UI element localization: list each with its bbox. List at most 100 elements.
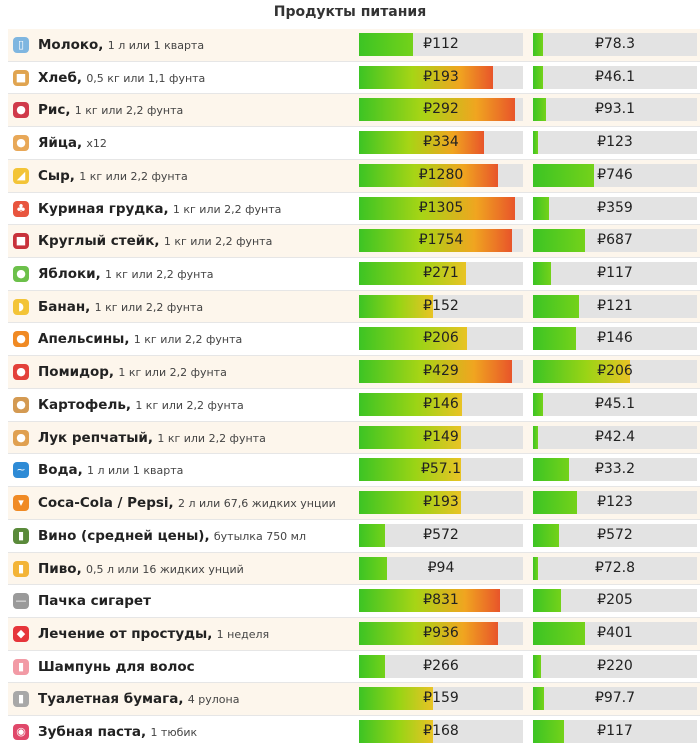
price-bar-2: ₽121 [533, 294, 697, 318]
price-value-1: ₽572 [423, 526, 459, 543]
price-bar-1: ₽936 [359, 621, 523, 645]
bar-fill [533, 294, 579, 318]
item-name: Зубная паста, [38, 724, 147, 741]
price-value-2: ₽42.4 [594, 428, 636, 445]
steak-icon: ■ [13, 233, 29, 250]
bar-fill [533, 196, 550, 220]
price-bar-1: ₽168 [359, 720, 523, 744]
price-value-1: ₽1280 [418, 166, 464, 183]
item-name: Яблоки, [38, 266, 101, 283]
price-bar-2: ₽97.7 [533, 687, 697, 711]
price-value-1: ₽146 [423, 395, 459, 412]
shampoo-icon: ▮ [13, 658, 29, 675]
price-value-2: ₽45.1 [594, 395, 636, 412]
item-name: Апельсины, [38, 331, 130, 348]
bar-fill [533, 262, 552, 286]
item-unit: 4 рулона [187, 693, 240, 707]
table-row: ◉ Зубная паста, 1 тюбик ₽168 ₽117 [8, 716, 700, 745]
price-value-2: ₽78.3 [594, 36, 636, 52]
bar-fill [533, 229, 586, 253]
price-value-1: ₽292 [423, 101, 459, 118]
table-title: Продукты питания [273, 4, 427, 20]
table-row: ● Рис, 1 кг или 2,2 фунта ₽292 ₽93.1 [8, 94, 700, 128]
bar-fill [359, 687, 433, 711]
milk-icon: ▯ [13, 37, 29, 53]
item-name: Рис, [38, 102, 71, 119]
price-value-1: ₽159 [423, 690, 459, 707]
bar-fill [533, 654, 542, 678]
table-row: ▮ Туалетная бумага, 4 рулона ₽159 ₽97.7 [8, 683, 700, 717]
price-bar-1: ₽831 [359, 589, 523, 613]
bar-fill [359, 262, 466, 286]
table-row: ▾ Coca-Cola / Pepsi, 2 л или 67,6 жидких … [8, 487, 700, 520]
bar-fill [359, 589, 501, 613]
table-row: ◢ Сыр, 1 кг или 2,2 фунта ₽1280 ₽746 [8, 159, 700, 193]
bar-fill [533, 720, 565, 744]
price-bar-2: ₽33.2 [533, 458, 697, 482]
price-value-2: ₽123 [597, 494, 633, 511]
item-unit: 1 кг или 2,2 фунта [79, 169, 188, 183]
bar-fill [359, 229, 512, 253]
price-bar-1: ₽266 [359, 654, 523, 678]
price-bar-2: ₽220 [533, 654, 697, 678]
item-unit: 1 тюбик [150, 726, 198, 740]
price-bar-1: ₽1280 [359, 163, 523, 187]
egg-icon: ● [13, 135, 29, 152]
table-row: ◆ Лечение от простуды, 1 неделя ₽936 ₽401 [8, 617, 700, 651]
price-bar-1: ₽159 [359, 687, 523, 711]
item-name: Туалетная бумага, [38, 691, 184, 708]
bar-fill [359, 33, 414, 56]
item-label: Вода, 1 л или 1 кварта [38, 462, 356, 479]
table-row: ◗ Банан, 1 кг или 2,2 фунта ₽152 ₽121 [8, 290, 700, 324]
cheese-icon: ◢ [13, 167, 29, 184]
item-label: Круглый стейк, 1 кг или 2,2 фунта [38, 233, 356, 250]
price-value-2: ₽220 [597, 657, 633, 674]
item-name: Лечение от простуды, [38, 625, 213, 642]
price-value-1: ₽193 [423, 494, 459, 511]
price-bar-2: ₽46.1 [533, 65, 697, 89]
price-bar-1: ₽334 [359, 131, 523, 155]
bar-fill [533, 425, 538, 449]
bar-fill [359, 163, 499, 187]
item-label: Яйца, x12 [38, 135, 356, 152]
item-unit: 1 л или 1 кварта [107, 39, 205, 52]
price-bar-1: ₽94 [359, 556, 523, 580]
price-bar-1: ₽292 [359, 98, 523, 122]
price-value-2: ₽33.2 [594, 461, 636, 478]
price-value-2: ₽687 [597, 232, 633, 249]
item-unit: 1 кг или 2,2 фунта [133, 333, 243, 347]
bar-fill [359, 425, 461, 449]
item-unit: 1 кг или 2,2 фунта [94, 300, 204, 314]
item-unit: 1 кг или 2,2 фунта [172, 202, 282, 216]
item-name: Банан, [38, 298, 91, 315]
bread-icon: ■ [13, 69, 29, 86]
bar-fill [359, 327, 468, 351]
item-name: Помидор, [38, 364, 115, 381]
price-bar-2: ₽117 [533, 720, 697, 744]
bar-fill [533, 621, 586, 645]
item-unit: 0,5 л или 16 жидких унций [86, 562, 244, 576]
item-label: Шампунь для волос [38, 659, 356, 675]
bar-fill [533, 98, 547, 122]
price-bar-1: ₽1754 [359, 229, 523, 253]
item-name: Картофель, [38, 396, 132, 413]
price-value-2: ₽359 [597, 199, 633, 216]
price-value-2: ₽572 [597, 526, 633, 543]
price-bar-2: ₽123 [533, 491, 697, 515]
bar-fill [533, 65, 543, 89]
price-bar-1: ₽429 [359, 360, 523, 384]
item-name: Хлеб, [38, 69, 83, 86]
cigarette-icon: — [13, 593, 29, 610]
item-name: Сыр, [38, 167, 75, 184]
item-label: Пиво, 0,5 л или 16 жидких унций [38, 561, 356, 578]
item-label: Куриная грудка, 1 кг или 2,2 фунта [38, 201, 356, 218]
bar-fill [359, 621, 499, 645]
price-bar-1: ₽193 [359, 65, 523, 89]
table-row: ■ Круглый стейк, 1 кг или 2,2 фунта ₽1754 ₽… [8, 225, 700, 259]
price-bar-1: ₽57.1 [359, 458, 523, 482]
table-row: ● Лук репчатый, 1 кг или 2,2 фунта ₽149 ₽42… [8, 421, 700, 455]
table-row: — Пачка сигарет ₽831 ₽205 [8, 585, 700, 618]
cocktail-icon: ▾ [13, 495, 29, 512]
price-bar-2: ₽401 [533, 621, 697, 645]
item-unit: 1 л или 1 кварта [87, 464, 184, 478]
